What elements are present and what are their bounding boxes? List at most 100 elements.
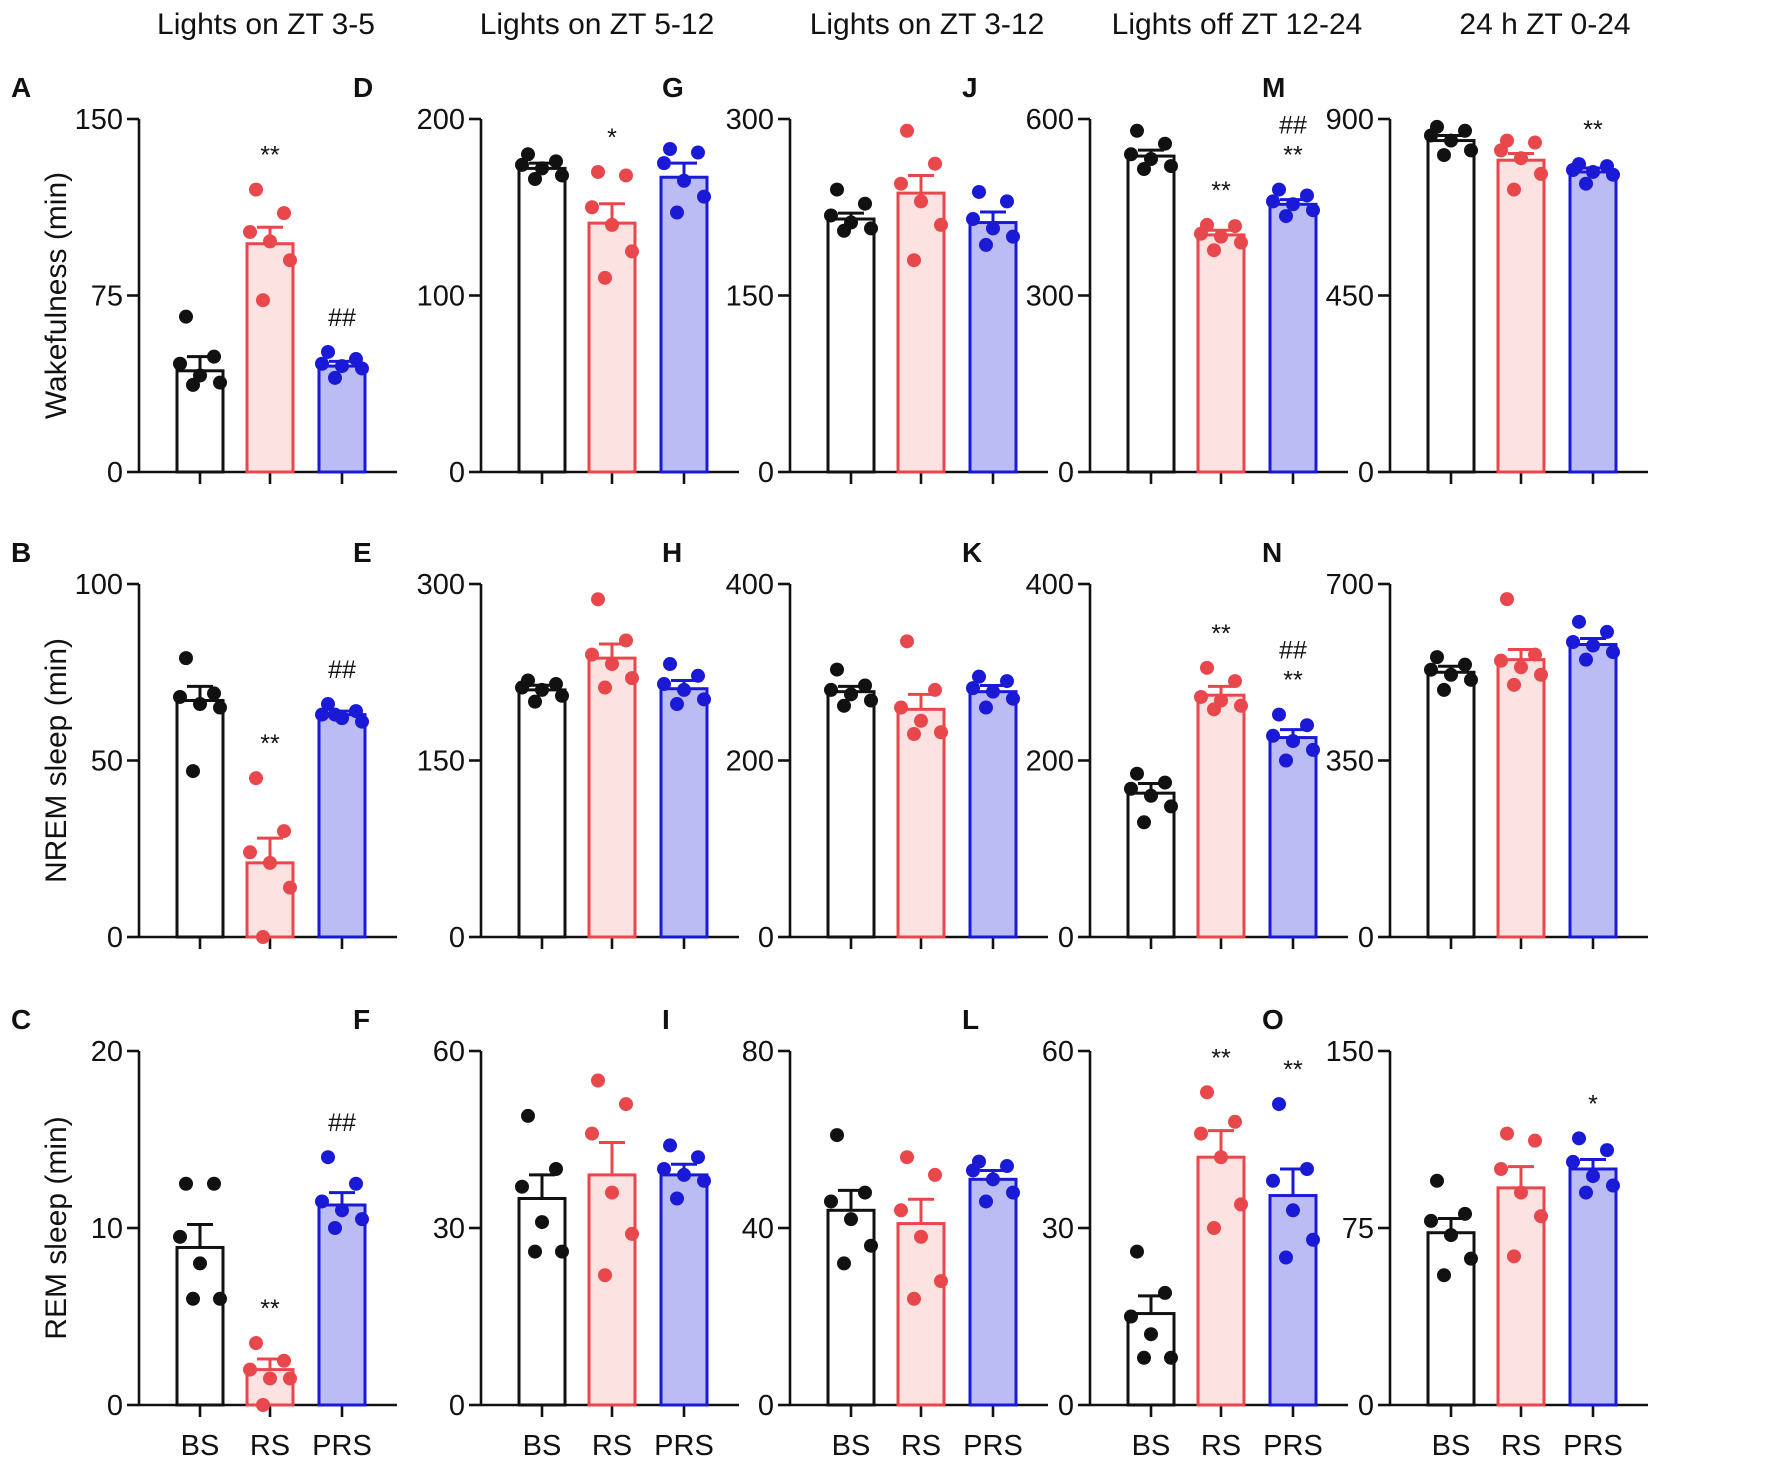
- bar-PRS: [317, 713, 367, 939]
- data-point-RS: [249, 771, 263, 786]
- y-tick-label: 400: [1026, 569, 1074, 601]
- data-point-BS: [535, 682, 549, 697]
- data-point-PRS: [697, 692, 711, 707]
- data-point-BS: [555, 688, 569, 703]
- significance-star: **: [1211, 620, 1231, 648]
- y-tick-label: 300: [1026, 281, 1074, 313]
- data-point-RS: [1234, 698, 1248, 713]
- data-point-BS: [186, 1291, 200, 1306]
- category-label-BS: BS: [1432, 1430, 1471, 1462]
- data-point-PRS: [321, 344, 335, 359]
- data-point-PRS: [966, 681, 980, 696]
- data-point-RS: [625, 1226, 639, 1241]
- panel-E: E 0 150 300: [353, 537, 739, 954]
- data-point-RS: [598, 1268, 612, 1283]
- bar-BS: [1426, 670, 1476, 939]
- panel-letter: F: [353, 1004, 370, 1035]
- data-point-BS: [1158, 1285, 1172, 1300]
- data-point-BS: [173, 689, 187, 704]
- y-tick-label: 0: [1058, 922, 1074, 954]
- column-title-2: Lights on ZT 5-12: [480, 8, 715, 41]
- data-point-BS: [1464, 1251, 1478, 1266]
- y-tick-label: 75: [91, 281, 123, 313]
- data-point-RS: [1200, 660, 1214, 675]
- significance-star: **: [1283, 1056, 1303, 1084]
- data-point-RS: [1234, 235, 1248, 250]
- data-point-PRS: [663, 657, 677, 672]
- data-point-PRS: [1566, 162, 1580, 177]
- bar-RS: [587, 656, 637, 939]
- data-point-RS: [1207, 1221, 1221, 1235]
- data-point-RS: [928, 682, 942, 697]
- data-point-PRS: [1279, 1250, 1293, 1265]
- data-point-RS: [625, 671, 639, 686]
- data-point-PRS: [1606, 645, 1620, 660]
- panel-letter: L: [962, 1004, 979, 1035]
- data-point-RS: [283, 1371, 297, 1386]
- significance-star: *: [1588, 1090, 1598, 1118]
- data-point-RS: [934, 725, 948, 740]
- data-point-BS: [1137, 162, 1151, 177]
- bar-RS: [1496, 1186, 1546, 1407]
- data-point-PRS: [1006, 1185, 1020, 1200]
- y-tick-label: 200: [417, 104, 465, 136]
- data-point-RS: [585, 200, 599, 215]
- data-point-PRS: [1286, 197, 1300, 212]
- data-point-RS: [591, 592, 605, 607]
- bar-RS: [245, 861, 295, 939]
- data-point-PRS: [972, 669, 986, 684]
- data-point-BS: [1137, 815, 1151, 830]
- data-point-PRS: [335, 1203, 349, 1218]
- data-point-RS: [619, 168, 633, 183]
- bar-RS: [1496, 158, 1546, 474]
- data-point-PRS: [1579, 652, 1593, 667]
- bar-RS: [1196, 693, 1246, 939]
- category-label-RS: RS: [1201, 1430, 1241, 1462]
- data-point-RS: [1207, 702, 1221, 717]
- bar-PRS: [1568, 643, 1618, 939]
- data-point-BS: [1437, 148, 1451, 163]
- data-point-BS: [1424, 128, 1438, 143]
- data-point-RS: [914, 1229, 928, 1244]
- data-point-PRS: [979, 1194, 993, 1209]
- category-label-BS: BS: [523, 1430, 562, 1462]
- data-point-BS: [521, 1108, 535, 1123]
- y-tick-label: 0: [107, 922, 123, 954]
- data-point-PRS: [1600, 1143, 1614, 1158]
- data-point-PRS: [1566, 634, 1580, 649]
- data-point-RS: [1214, 1150, 1228, 1165]
- data-point-RS: [1494, 143, 1508, 158]
- y-tick-label: 150: [75, 104, 123, 136]
- data-point-PRS: [1586, 638, 1600, 653]
- data-point-PRS: [1300, 718, 1314, 733]
- data-point-PRS: [1586, 1169, 1600, 1184]
- data-point-RS: [625, 244, 639, 259]
- panel-letter: M: [1262, 72, 1285, 103]
- panels: A075150**##B050100**##C01020BS**RS##PRSD…: [11, 72, 1648, 1462]
- data-point-PRS: [657, 156, 671, 171]
- panel-A: A 0 75 150 ** ##: [11, 72, 397, 489]
- data-point-BS: [1424, 1213, 1438, 1228]
- data-point-RS: [1534, 667, 1548, 682]
- data-point-BS: [528, 172, 542, 187]
- data-point-BS: [844, 687, 858, 702]
- y-tick-label: 0: [1358, 457, 1374, 489]
- data-point-PRS: [355, 1212, 369, 1227]
- y-tick-label: 30: [433, 1213, 465, 1245]
- y-tick-label: 300: [417, 569, 465, 601]
- data-point-PRS: [677, 173, 691, 188]
- column-title-4: Lights off ZT 12-24: [1112, 8, 1363, 41]
- data-point-RS: [243, 845, 257, 860]
- bar-BS: [175, 698, 225, 939]
- data-point-PRS: [677, 682, 691, 697]
- data-point-BS: [864, 221, 878, 236]
- panel-L: L 0 30 60 BS ** RS ** PRS: [962, 1004, 1348, 1462]
- data-point-PRS: [663, 142, 677, 157]
- data-point-BS: [1430, 650, 1444, 665]
- y-tick-label: 100: [75, 569, 123, 601]
- data-point-PRS: [1000, 674, 1014, 689]
- bar-RS: [1196, 1155, 1246, 1407]
- data-point-BS: [1124, 1309, 1138, 1324]
- data-point-BS: [186, 764, 200, 779]
- bar-PRS: [1568, 170, 1618, 474]
